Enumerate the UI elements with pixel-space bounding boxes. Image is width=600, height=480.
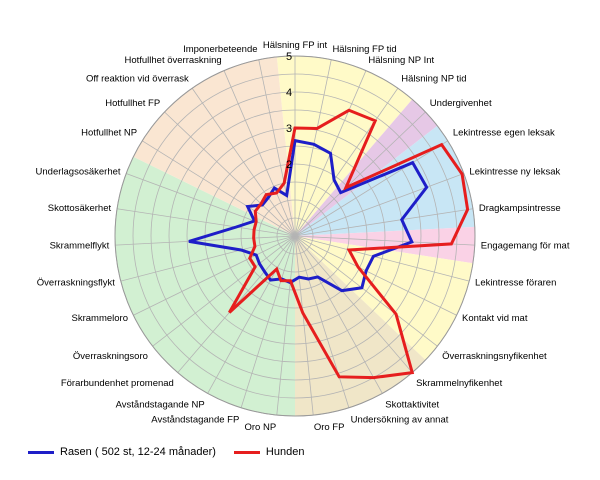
spoke xyxy=(294,88,399,237)
category-label-skrammeloro: Skrammeloro xyxy=(72,313,129,324)
series-lines xyxy=(188,108,470,380)
legend-swatch-rasen xyxy=(28,450,54,454)
category-label-hotfullhet-fp: Hotfullhet FP xyxy=(105,98,160,109)
legend-swatch-hunden xyxy=(233,450,260,454)
series-line-hunden xyxy=(228,108,470,380)
category-label-halsning-np-tid: Hälsning NP tid xyxy=(401,73,466,84)
spoke xyxy=(294,235,350,408)
radial-label-5: 5 xyxy=(286,51,292,63)
category-label-off-reaktion-vid-overrask: Off reaktion vid överrask xyxy=(86,73,189,84)
spoke xyxy=(294,208,473,237)
category-label-halsning-fp-tid: Hälsning FP tid xyxy=(332,44,396,55)
category-label-engagemang-for-mat: Engagemang för mat xyxy=(481,240,570,251)
legend-item-hunden: Hunden xyxy=(233,446,305,458)
legend-item-rasen: Rasen ( 502 st, 12-24 månader) xyxy=(28,446,216,458)
category-label-lekintresse-egen-leksak: Lekintresse egen leksak xyxy=(453,128,555,139)
spoke xyxy=(294,235,438,347)
category-label-underlagsosakerhet: Underlagsosäkerhet xyxy=(36,166,121,177)
radial-tick-labels: 2 3 4 5 xyxy=(286,51,292,171)
outer-ring xyxy=(114,55,476,417)
spoke xyxy=(294,235,383,394)
spoke xyxy=(294,173,464,237)
spoke xyxy=(276,235,296,416)
category-label-kontakt-vid-mat: Kontakt vid mat xyxy=(462,313,528,324)
spoke xyxy=(294,235,413,373)
spoke xyxy=(152,235,296,347)
spoke xyxy=(207,235,296,394)
radial-label-2: 2 xyxy=(286,159,292,171)
category-label-undergivenhet: Undergivenhet xyxy=(430,98,492,109)
spoke xyxy=(223,70,296,237)
sector-7 xyxy=(133,56,295,236)
category-label-halsning-np-int: Hälsning NP Int xyxy=(368,55,434,66)
category-label-overraskningsnyfikenhet: Överraskningsnyfikenhet xyxy=(442,351,547,362)
category-label-lekintresse-foraren: Lekintresse föraren xyxy=(475,278,556,289)
category-label-skottaktivitet: Skottaktivitet xyxy=(385,400,439,411)
radial-label-3: 3 xyxy=(286,123,292,135)
series-line-rasen xyxy=(188,138,429,293)
category-label-undersokning-av-annat: Undersökning av annat xyxy=(351,414,449,425)
category-label-forarbundenhet-promenad: Förarbundenhet promenad xyxy=(61,378,174,389)
category-label-imponerbeteende: Imponerbeteende xyxy=(183,44,257,55)
spoke xyxy=(117,208,296,237)
sector-3 xyxy=(295,226,475,264)
category-label-hotfullhet-overraskning: Hotfullhet överraskning xyxy=(124,55,221,66)
spoke xyxy=(258,59,296,237)
category-label-halsning-fp-int: Hälsning FP int xyxy=(263,40,328,51)
legend-label-hunden: Hunden xyxy=(265,446,305,458)
spoke xyxy=(115,235,296,246)
category-label-avstandstagande-np: Avståndstagande NP xyxy=(116,400,205,411)
category-label-lekintresse-ny-leksak: Lekintresse ny leksak xyxy=(469,166,560,177)
category-label-oro-fp: Oro FP xyxy=(314,422,345,433)
category-label-skottosakerhet: Skottosäkerhet xyxy=(48,203,112,214)
spoke xyxy=(142,140,296,237)
spoke xyxy=(164,111,296,237)
spoke xyxy=(294,140,448,237)
spoke xyxy=(120,235,296,282)
category-label-skrammelflykt: Skrammelflykt xyxy=(50,240,110,251)
spoke xyxy=(294,235,470,282)
category-label-skrammelnyfikenhet: Skrammelnyfikenhet xyxy=(416,378,502,389)
legend: Rasen ( 502 st, 12-24 månader) Hunden xyxy=(28,446,322,458)
spoke xyxy=(294,235,314,416)
spoke xyxy=(294,59,332,237)
spoke xyxy=(240,235,296,408)
category-label-hotfullhet-np: Hotfullhet NP xyxy=(81,128,137,139)
radar-grid xyxy=(114,55,476,417)
category-label-overraskningsflykt: Överraskningsflykt xyxy=(37,278,115,289)
spoke xyxy=(191,88,296,237)
spoke xyxy=(126,173,296,237)
category-label-avstandstagande-fp: Avståndstagande FP xyxy=(151,414,239,425)
spoke xyxy=(294,111,426,237)
legend-label-rasen: Rasen ( 502 st, 12-24 månader) xyxy=(60,446,216,458)
category-label-overraskningsoro: Överraskningsoro xyxy=(73,351,148,362)
spoke xyxy=(294,235,457,316)
radial-label-4: 4 xyxy=(286,87,292,99)
spoke xyxy=(133,235,296,316)
sector-0 xyxy=(276,56,413,237)
category-label-oro-np: Oro NP xyxy=(244,422,276,433)
category-label-dragkampsintresse: Dragkampsintresse xyxy=(479,203,561,214)
